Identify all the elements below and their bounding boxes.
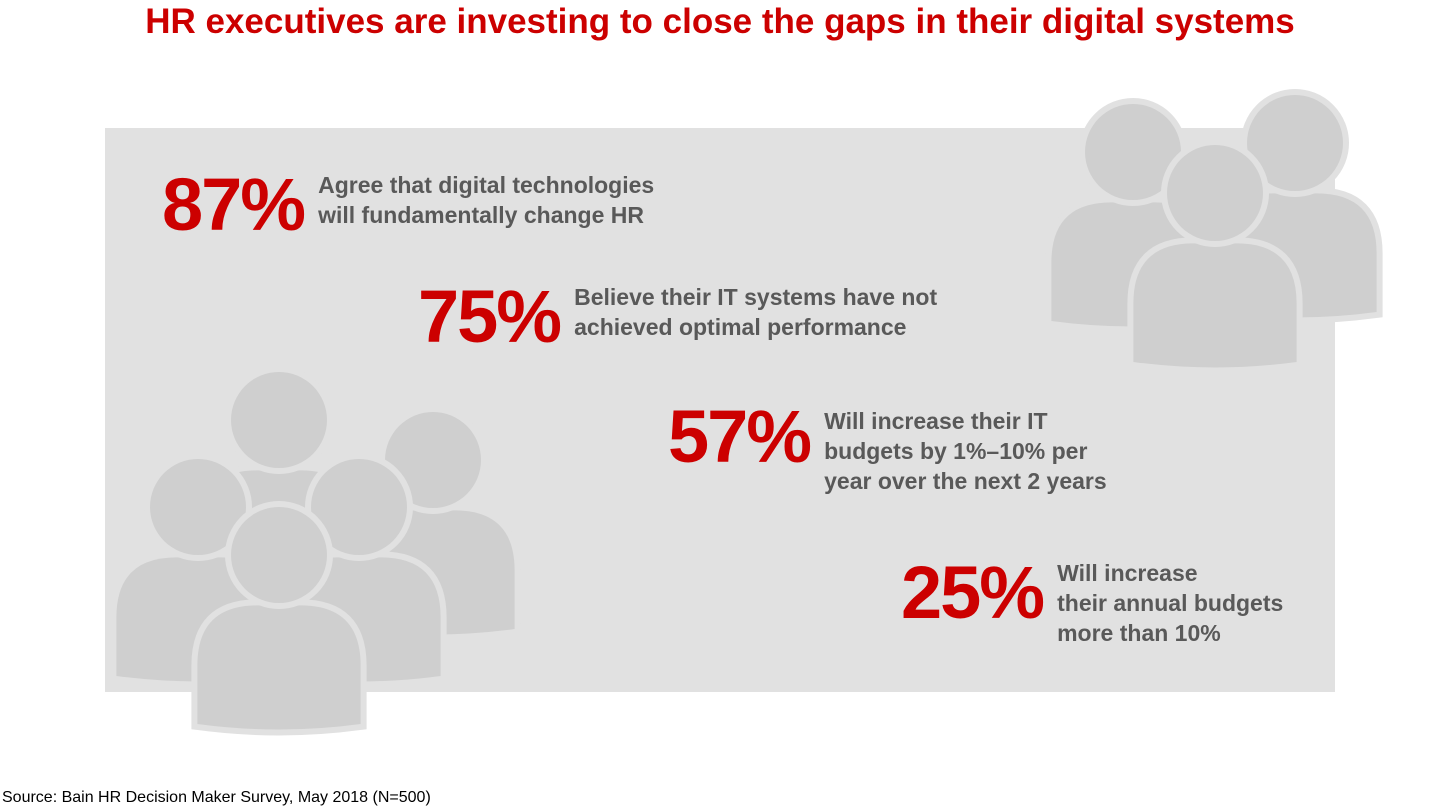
stat-57: 57% Will increase their IT budgets by 1%… xyxy=(668,400,1107,496)
page-title: HR executives are investing to close the… xyxy=(145,2,1295,41)
person-head xyxy=(144,453,252,561)
stat-value: 75% xyxy=(418,275,562,358)
people-group-icon xyxy=(1045,89,1383,374)
person-head xyxy=(225,366,333,474)
stat-87: 87% Agree that digital technologies will… xyxy=(162,168,654,242)
stat-value: 87% xyxy=(162,163,306,246)
stat-description: Agree that digital technologies will fun… xyxy=(318,172,655,228)
people-group-icon xyxy=(110,366,521,736)
stat-75: 75% Believe their IT systems have not ac… xyxy=(418,280,937,354)
person-head xyxy=(225,501,333,609)
stat-description: Believe their IT systems have not achiev… xyxy=(574,284,938,340)
person-head xyxy=(1241,89,1349,197)
stat-description: Will increase their annual budgets more … xyxy=(1057,560,1284,646)
source-note: Source: Bain HR Decision Maker Survey, M… xyxy=(2,789,431,806)
person-body xyxy=(1127,237,1303,374)
stat-value: 25% xyxy=(901,551,1045,634)
person-head xyxy=(305,453,413,561)
stat-description: Will increase their IT budgets by 1%–10%… xyxy=(824,408,1107,494)
person-body xyxy=(191,599,367,736)
person-head xyxy=(1161,139,1269,247)
stat-value: 57% xyxy=(668,395,812,478)
stat-25: 25% Will increase their annual budgets m… xyxy=(901,556,1283,648)
